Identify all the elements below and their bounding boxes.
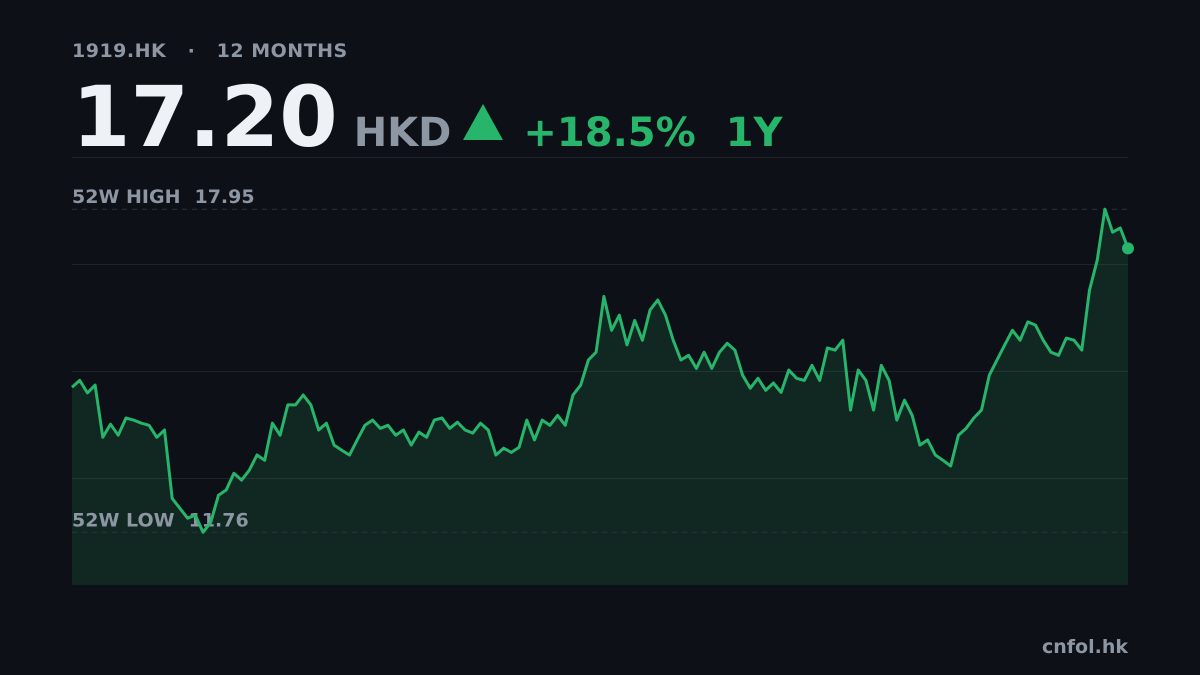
area — [72, 209, 1128, 585]
price-row: 17.20 HKD +18.5% 1Y — [72, 68, 782, 166]
currency: HKD — [353, 110, 452, 156]
range: 1Y — [725, 110, 783, 156]
low-value: 11.76 — [189, 509, 249, 531]
price-line — [71, 207, 1130, 534]
low-label: 52W LOW 11.76 — [72, 509, 249, 531]
high-name: 52W HIGH — [72, 186, 180, 208]
ticker: 1919.HK — [72, 40, 167, 62]
high-label: 52W HIGH 17.95 — [72, 186, 255, 208]
period: 12 MONTHS — [216, 40, 348, 62]
change: +18.5% — [523, 110, 696, 156]
low-name: 52W LOW — [72, 509, 175, 531]
meta: 1919.HK · 12 MONTHS — [72, 40, 348, 62]
separator: · — [187, 40, 196, 62]
price: 17.20 — [72, 68, 338, 166]
last-point — [1122, 242, 1134, 255]
source: cnfol.hk — [1041, 636, 1128, 658]
up-arrow — [463, 104, 504, 140]
high-value: 17.95 — [194, 186, 254, 208]
